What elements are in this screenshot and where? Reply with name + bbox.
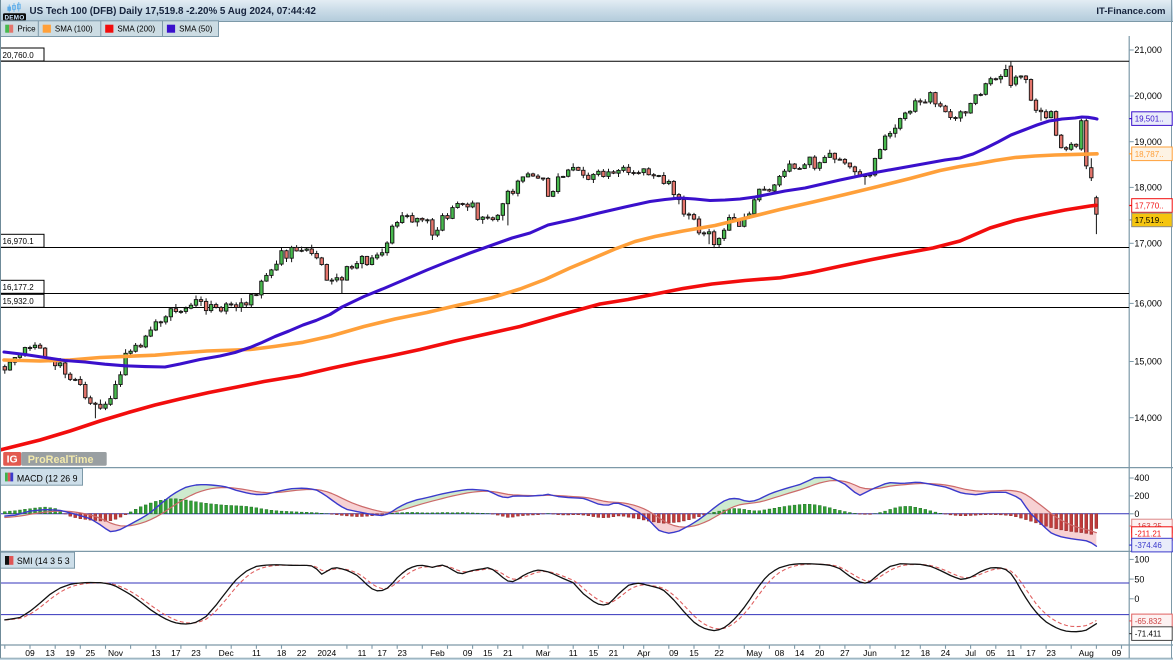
svg-text:15,000: 15,000 — [1134, 357, 1162, 367]
svg-text:17,000: 17,000 — [1134, 239, 1162, 249]
svg-text:15,932.0: 15,932.0 — [3, 297, 35, 306]
svg-text:15: 15 — [689, 648, 699, 658]
svg-text:19,501..: 19,501.. — [1135, 115, 1164, 124]
svg-text:08: 08 — [775, 648, 785, 658]
svg-text:SMA (50): SMA (50) — [179, 25, 213, 34]
svg-text:IT-Finance.com: IT-Finance.com — [1096, 6, 1165, 17]
svg-text:21,000: 21,000 — [1134, 45, 1162, 55]
svg-text:Nov: Nov — [108, 648, 124, 658]
svg-text:17: 17 — [1026, 648, 1036, 658]
svg-text:15: 15 — [589, 648, 599, 658]
svg-text:Dec: Dec — [219, 648, 235, 658]
svg-text:50: 50 — [1134, 574, 1144, 584]
svg-text:-71.411: -71.411 — [1135, 630, 1162, 639]
svg-text:-65.832: -65.832 — [1135, 617, 1163, 626]
svg-text:09: 09 — [1112, 648, 1122, 658]
svg-text:16,177.2: 16,177.2 — [3, 283, 35, 292]
svg-text:18,000: 18,000 — [1134, 183, 1162, 193]
svg-text:24: 24 — [941, 648, 951, 658]
svg-text:27: 27 — [840, 648, 850, 658]
svg-text:12: 12 — [900, 648, 910, 658]
svg-text:MACD (12 26 9: MACD (12 26 9 — [17, 473, 78, 483]
svg-text:14,000: 14,000 — [1134, 413, 1162, 423]
svg-text:100: 100 — [1134, 555, 1149, 565]
svg-text:25: 25 — [86, 648, 96, 658]
svg-text:Apr: Apr — [637, 648, 650, 658]
svg-text:SMI (14 3 5 3: SMI (14 3 5 3 — [17, 556, 70, 566]
svg-text:SMA (200): SMA (200) — [117, 25, 155, 34]
svg-text:22: 22 — [297, 648, 307, 658]
svg-text:17: 17 — [171, 648, 181, 658]
svg-text:SMA (100): SMA (100) — [55, 25, 93, 34]
svg-text:Mar: Mar — [536, 648, 551, 658]
svg-text:19,000: 19,000 — [1134, 137, 1162, 147]
svg-text:14: 14 — [795, 648, 805, 658]
svg-text:11: 11 — [569, 648, 578, 658]
svg-text:21: 21 — [609, 648, 619, 658]
svg-text:23: 23 — [191, 648, 201, 658]
svg-text:19: 19 — [65, 648, 75, 658]
svg-text:200: 200 — [1134, 491, 1149, 501]
svg-text:21: 21 — [503, 648, 513, 658]
svg-text:16,000: 16,000 — [1134, 299, 1162, 309]
svg-text:23: 23 — [1046, 648, 1056, 658]
svg-text:17,770..: 17,770.. — [1135, 202, 1164, 211]
svg-text:17: 17 — [377, 648, 387, 658]
svg-text:09: 09 — [463, 648, 473, 658]
svg-text:-374.46: -374.46 — [1135, 541, 1163, 550]
svg-text:May: May — [746, 648, 763, 658]
svg-text:15: 15 — [483, 648, 493, 658]
svg-text:20: 20 — [815, 648, 825, 658]
svg-text:23: 23 — [397, 648, 407, 658]
svg-text:Feb: Feb — [430, 648, 445, 658]
svg-text:18: 18 — [277, 648, 287, 658]
svg-text:13: 13 — [151, 648, 161, 658]
svg-text:ProRealTime: ProRealTime — [28, 454, 94, 466]
svg-text:09: 09 — [669, 648, 679, 658]
svg-text:IG: IG — [7, 454, 18, 466]
svg-text:20,000: 20,000 — [1134, 91, 1162, 101]
svg-text:11: 11 — [252, 648, 261, 658]
svg-text:20,760.0: 20,760.0 — [3, 51, 35, 60]
svg-text:09: 09 — [25, 648, 35, 658]
svg-text:Jun: Jun — [863, 648, 877, 658]
svg-text:-211.21: -211.21 — [1135, 530, 1162, 539]
svg-text:17,519..: 17,519.. — [1135, 216, 1164, 225]
svg-text:2024: 2024 — [317, 648, 336, 658]
svg-text:Jul: Jul — [965, 648, 976, 658]
svg-text:0: 0 — [1134, 509, 1139, 519]
svg-text:US Tech 100 (DFB) Daily 17,519: US Tech 100 (DFB) Daily 17,519.8 -2.20% … — [30, 6, 317, 17]
svg-text:0: 0 — [1134, 594, 1139, 604]
svg-text:18: 18 — [921, 648, 931, 658]
svg-text:Aug: Aug — [1079, 648, 1094, 658]
svg-text:400: 400 — [1134, 473, 1149, 483]
svg-text:11: 11 — [358, 648, 367, 658]
svg-text:05: 05 — [986, 648, 996, 658]
svg-text:22: 22 — [714, 648, 724, 658]
svg-text:18,787..: 18,787.. — [1135, 150, 1164, 159]
svg-text:11: 11 — [1006, 648, 1015, 658]
svg-text:13: 13 — [45, 648, 55, 658]
svg-text:Price: Price — [17, 25, 36, 34]
svg-text:16,970.1: 16,970.1 — [3, 237, 35, 246]
